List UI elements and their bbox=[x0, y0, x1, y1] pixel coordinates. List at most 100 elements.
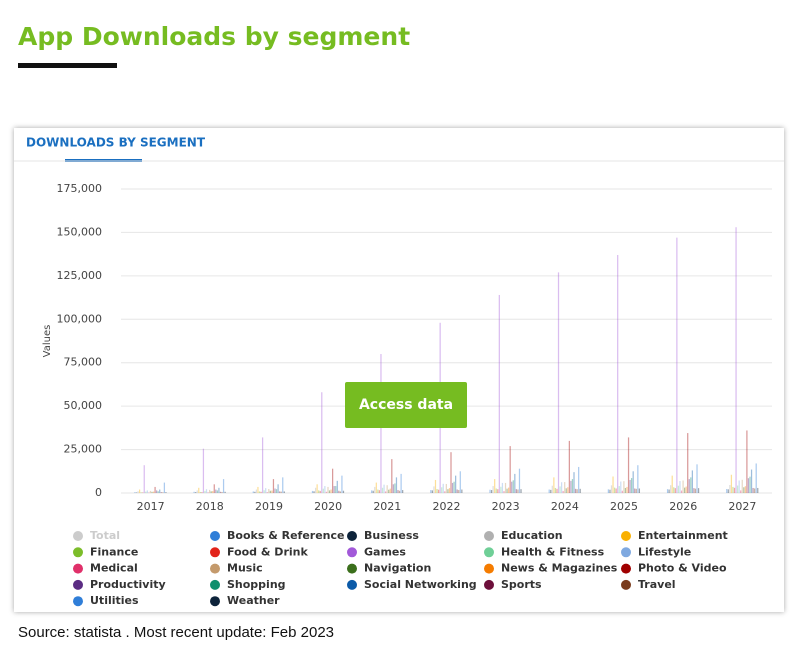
bar bbox=[680, 490, 683, 493]
bar bbox=[740, 490, 742, 493]
legend-label[interactable]: Social Networking bbox=[364, 578, 477, 591]
x-tick-label: 2023 bbox=[492, 500, 520, 513]
x-tick-label: 2021 bbox=[373, 500, 401, 513]
x-tick-label: 2027 bbox=[728, 500, 756, 513]
bar bbox=[402, 490, 404, 493]
bar bbox=[607, 489, 610, 493]
legend-label[interactable]: Utilities bbox=[90, 594, 139, 607]
legend-marker bbox=[621, 563, 631, 574]
bar bbox=[671, 475, 673, 493]
bar bbox=[314, 487, 317, 493]
legend-label[interactable]: Entertainment bbox=[638, 529, 728, 542]
bar bbox=[151, 491, 153, 493]
y-tick-label: 25,000 bbox=[64, 443, 103, 456]
bar bbox=[490, 490, 493, 493]
bar bbox=[311, 490, 314, 493]
bar bbox=[730, 474, 733, 493]
bar bbox=[517, 489, 519, 493]
legend-label[interactable]: Medical bbox=[90, 562, 138, 575]
x-tick-label: 2020 bbox=[314, 500, 342, 513]
bar bbox=[687, 433, 689, 493]
bar bbox=[624, 487, 627, 493]
legend-label[interactable]: Photo & Video bbox=[638, 562, 727, 575]
bar bbox=[316, 484, 318, 493]
tab-title[interactable]: DOWNLOADS BY SEGMENT bbox=[26, 136, 206, 150]
legend-label[interactable]: Shopping bbox=[227, 578, 286, 591]
y-tick-label: 50,000 bbox=[64, 399, 103, 412]
bar bbox=[635, 488, 637, 493]
bar bbox=[500, 486, 502, 493]
legend-label[interactable]: Travel bbox=[638, 578, 676, 591]
x-tick-label: 2019 bbox=[255, 500, 283, 513]
bar bbox=[733, 487, 736, 493]
legend-label[interactable]: Business bbox=[364, 529, 419, 542]
bar bbox=[224, 491, 226, 493]
bar bbox=[741, 479, 743, 493]
bar bbox=[571, 479, 574, 493]
bar bbox=[684, 487, 686, 493]
bar bbox=[140, 492, 142, 493]
bar bbox=[339, 491, 342, 493]
bar bbox=[504, 482, 507, 493]
legend-marker bbox=[347, 547, 357, 558]
bar bbox=[518, 468, 521, 493]
bar bbox=[430, 490, 432, 493]
legend-label[interactable]: Total bbox=[90, 529, 120, 542]
bar bbox=[677, 485, 680, 493]
bar bbox=[746, 430, 748, 493]
bar bbox=[252, 491, 254, 493]
bar bbox=[567, 487, 569, 493]
bar bbox=[503, 491, 505, 493]
bar bbox=[565, 488, 567, 493]
legend-label[interactable]: Food & Drink bbox=[227, 545, 308, 558]
bar bbox=[492, 486, 494, 493]
y-tick-label: 100,000 bbox=[57, 312, 103, 325]
bar bbox=[732, 486, 734, 493]
legend-marker bbox=[484, 547, 494, 558]
bar bbox=[612, 476, 614, 493]
legend-label[interactable]: News & Magazines bbox=[501, 562, 618, 575]
bar bbox=[696, 464, 698, 493]
bar bbox=[198, 487, 200, 493]
bar bbox=[152, 491, 155, 493]
bar bbox=[551, 485, 553, 493]
legend-label[interactable]: Lifestyle bbox=[638, 545, 691, 558]
legend-label[interactable]: Navigation bbox=[364, 562, 431, 575]
legend-label[interactable]: Books & Reference bbox=[227, 529, 345, 542]
legend-label[interactable]: Finance bbox=[90, 545, 138, 558]
bar bbox=[727, 489, 729, 493]
bar bbox=[325, 491, 328, 493]
legend-label[interactable]: Music bbox=[227, 562, 263, 575]
bar bbox=[375, 482, 377, 493]
legend-marker bbox=[210, 596, 220, 607]
legend-label[interactable]: Sports bbox=[501, 578, 542, 591]
legend-label[interactable]: Weather bbox=[227, 594, 280, 607]
legend-label[interactable]: Health & Fitness bbox=[501, 545, 605, 558]
bar bbox=[433, 486, 435, 493]
bar bbox=[573, 472, 575, 493]
legend-label[interactable]: Productivity bbox=[90, 578, 166, 591]
legend-label[interactable]: Education bbox=[501, 529, 563, 542]
bar bbox=[442, 483, 444, 493]
bar bbox=[219, 491, 222, 493]
bar bbox=[514, 473, 516, 493]
bar bbox=[400, 473, 402, 493]
legend-label[interactable]: Games bbox=[364, 545, 406, 558]
bar bbox=[562, 490, 564, 493]
bar bbox=[627, 437, 630, 493]
legend-marker bbox=[484, 563, 494, 574]
bar bbox=[207, 492, 209, 493]
bar bbox=[489, 489, 491, 493]
bar bbox=[574, 488, 577, 493]
y-tick-label: 75,000 bbox=[64, 356, 103, 369]
bar bbox=[269, 490, 271, 493]
access-data-button[interactable]: Access data bbox=[345, 382, 467, 428]
bar bbox=[149, 490, 152, 493]
bar bbox=[210, 491, 212, 493]
y-tick-label: 0 bbox=[95, 486, 102, 499]
bar bbox=[283, 491, 285, 493]
bar bbox=[266, 492, 268, 493]
bar bbox=[508, 487, 510, 493]
bar bbox=[138, 489, 141, 493]
